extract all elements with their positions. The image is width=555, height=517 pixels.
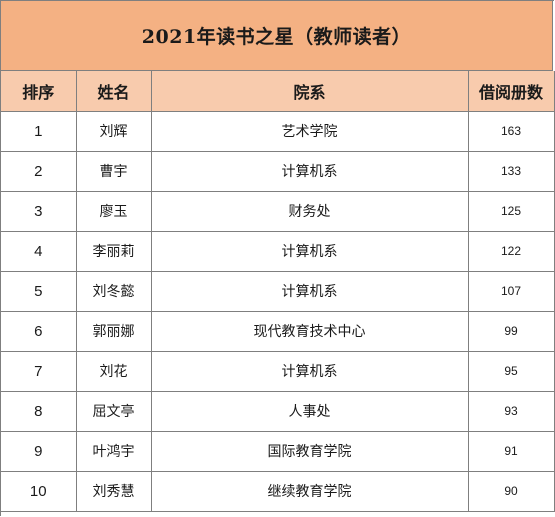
rank-cell: 7 (1, 351, 77, 392)
sheet-title: 2021年读书之星（教师读者） (1, 1, 553, 71)
count-cell: 107 (468, 271, 555, 312)
name-cell: 曹宇 (76, 151, 152, 192)
count-cell: 163 (468, 111, 555, 152)
table-row: 2 曹宇 计算机系 133 (1, 151, 555, 192)
rank-cell: 4 (1, 231, 77, 272)
table-row: 4 李丽莉 计算机系 122 (1, 231, 555, 272)
name-cell: 叶鸿宇 (76, 431, 152, 472)
dept-cell: 继续教育学院 (151, 471, 469, 512)
table-row: 9 叶鸿宇 国际教育学院 91 (1, 431, 555, 472)
name-cell: 郭丽娜 (76, 311, 152, 352)
count-cell: 99 (468, 311, 555, 352)
table-row: 6 郭丽娜 现代教育技术中心 99 (1, 311, 555, 352)
count-cell: 122 (468, 231, 555, 272)
header-rank: 排序 (1, 71, 77, 112)
rank-cell: 3 (1, 191, 77, 232)
table-row: 8 屈文亭 人事处 93 (1, 391, 555, 432)
header-name: 姓名 (76, 71, 152, 112)
table-row: 1 刘辉 艺术学院 163 (1, 111, 555, 152)
count-cell: 95 (468, 351, 555, 392)
dept-cell: 国际教育学院 (151, 431, 469, 472)
name-cell: 刘秀慧 (76, 471, 152, 512)
table-row: 3 廖玉 财务处 125 (1, 191, 555, 232)
dept-cell: 计算机系 (151, 271, 469, 312)
name-cell: 廖玉 (76, 191, 152, 232)
table-row: 7 刘花 计算机系 95 (1, 351, 555, 392)
name-cell: 刘辉 (76, 111, 152, 152)
rank-cell: 9 (1, 431, 77, 472)
header-row: 排序 姓名 院系 借阅册数 (1, 71, 555, 112)
count-cell: 91 (468, 431, 555, 472)
count-cell: 93 (468, 391, 555, 432)
ranking-table: 排序 姓名 院系 借阅册数 1 刘辉 艺术学院 163 2 曹宇 计算机系 13… (1, 71, 555, 512)
name-cell: 刘冬懿 (76, 271, 152, 312)
name-cell: 屈文亭 (76, 391, 152, 432)
table-row: 5 刘冬懿 计算机系 107 (1, 271, 555, 312)
table-row: 10 刘秀慧 继续教育学院 90 (1, 471, 555, 512)
rank-cell: 1 (1, 111, 77, 152)
dept-cell: 计算机系 (151, 351, 469, 392)
rank-cell: 10 (1, 471, 77, 512)
name-cell: 刘花 (76, 351, 152, 392)
dept-cell: 艺术学院 (151, 111, 469, 152)
count-cell: 90 (468, 471, 555, 512)
count-cell: 133 (468, 151, 555, 192)
dept-cell: 计算机系 (151, 151, 469, 192)
rank-cell: 2 (1, 151, 77, 192)
name-cell: 李丽莉 (76, 231, 152, 272)
dept-cell: 财务处 (151, 191, 469, 232)
dept-cell: 现代教育技术中心 (151, 311, 469, 352)
dept-cell: 计算机系 (151, 231, 469, 272)
header-count: 借阅册数 (468, 71, 555, 112)
count-cell: 125 (468, 191, 555, 232)
header-dept: 院系 (151, 71, 469, 112)
rank-cell: 8 (1, 391, 77, 432)
dept-cell: 人事处 (151, 391, 469, 432)
rank-cell: 5 (1, 271, 77, 312)
rank-cell: 6 (1, 311, 77, 352)
